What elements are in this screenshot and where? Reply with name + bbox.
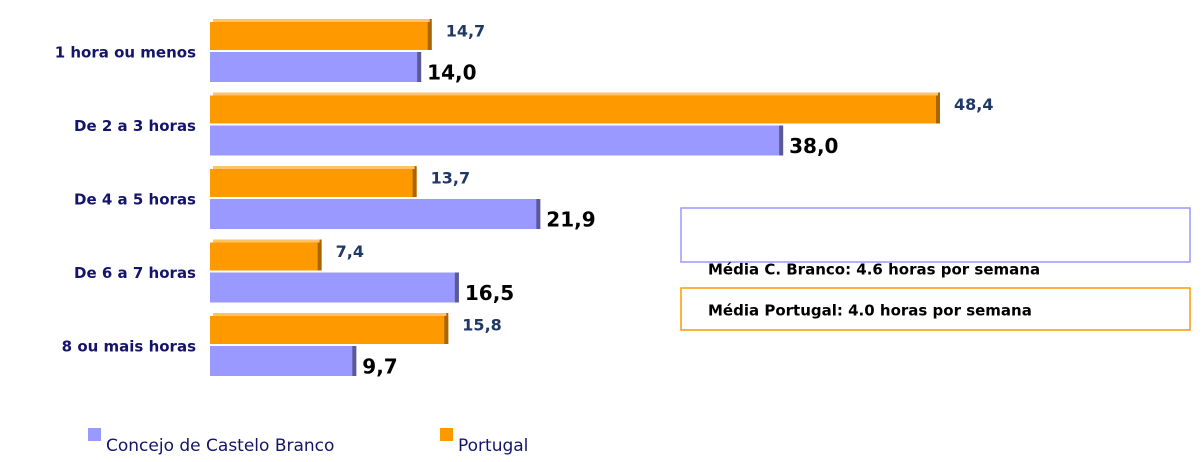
legend-label: Portugal: [458, 436, 528, 456]
bar: [210, 242, 322, 271]
bar: [210, 22, 432, 50]
category-label: De 4 a 5 horas: [74, 191, 196, 209]
value-label: 16,5: [465, 281, 514, 305]
value-label: 7,4: [336, 242, 364, 261]
legend-label: Concejo de Castelo Branco: [106, 436, 334, 456]
value-label: 15,8: [462, 316, 501, 335]
value-label: 9,7: [362, 355, 397, 379]
bar-edge: [427, 19, 432, 50]
bar-edge: [352, 346, 357, 376]
bar-edge: [936, 92, 940, 124]
category-label: De 6 a 7 horas: [74, 264, 196, 282]
bar-top: [213, 166, 415, 169]
annotation-box: [680, 287, 1191, 331]
value-label: 38,0: [789, 134, 838, 158]
bar-top: [213, 313, 447, 316]
bar: [210, 199, 541, 229]
value-label: 21,9: [546, 208, 595, 232]
bar: [210, 272, 459, 303]
bar-top: [213, 92, 938, 96]
category-label: 8 ou mais horas: [62, 338, 196, 356]
legend-swatch: [88, 428, 101, 441]
bar-edge: [444, 313, 449, 344]
category-label: De 2 a 3 horas: [74, 117, 196, 135]
bar-edge: [536, 199, 541, 229]
bar-edge: [454, 272, 459, 303]
bar: [210, 95, 940, 124]
annotation: Média C. Branco: 4.6 horas por semana: [708, 261, 1040, 279]
value-label: 14,0: [427, 61, 476, 85]
annotation: Média Portugal: 4.0 horas por semana: [708, 302, 1032, 320]
bar: [210, 316, 449, 344]
bar-top: [213, 19, 430, 22]
bar-edge: [412, 166, 417, 197]
category-label: 1 hora ou menos: [55, 44, 196, 62]
bar-edge: [317, 239, 322, 271]
bar: [210, 125, 784, 156]
bar-top: [213, 239, 320, 243]
bar-edge: [417, 52, 422, 82]
legend-swatch: [440, 428, 453, 441]
bar: [210, 52, 422, 82]
bar: [210, 346, 357, 376]
value-label: 13,7: [431, 169, 470, 188]
bar-edge: [779, 125, 784, 156]
bar: [210, 169, 417, 197]
value-label: 48,4: [954, 95, 993, 114]
annotation-box: [680, 207, 1191, 263]
value-label: 14,7: [446, 22, 485, 41]
